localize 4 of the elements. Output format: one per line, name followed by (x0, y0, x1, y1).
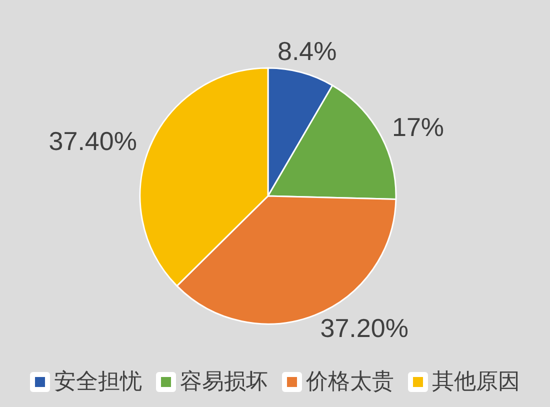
legend-label: 安全担忧 (54, 370, 142, 394)
legend-label: 价格太贵 (305, 370, 394, 394)
legend-label: 其他原因 (432, 370, 520, 394)
legend-label: 容易损坏 (180, 370, 268, 394)
